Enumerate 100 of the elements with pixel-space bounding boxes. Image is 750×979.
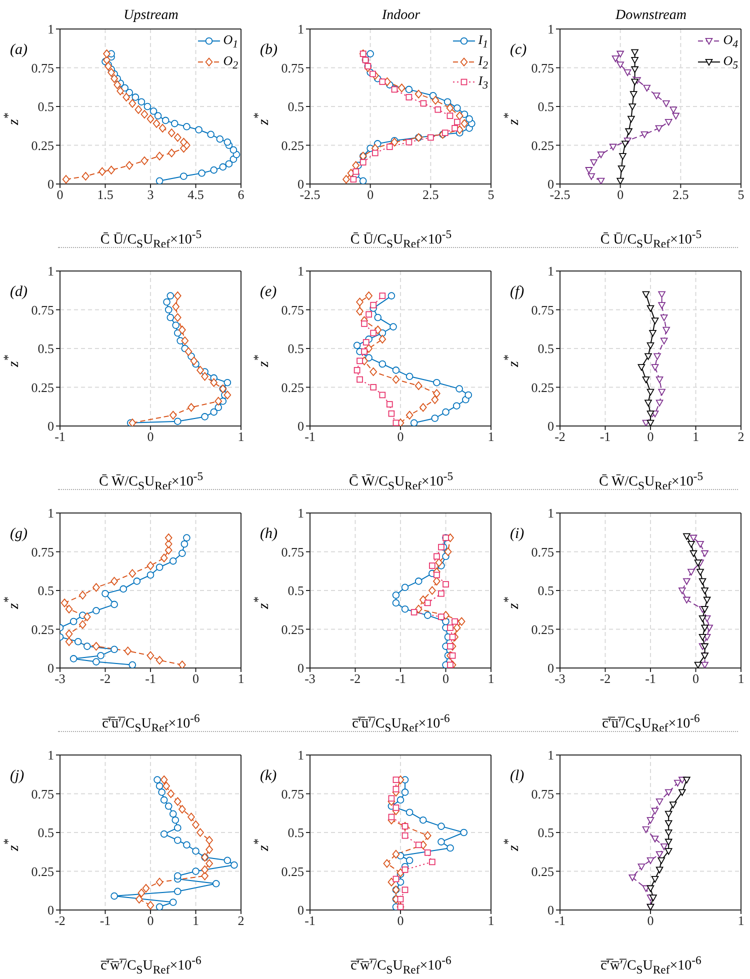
y-tick-label: 0.25 — [31, 380, 54, 395]
y-tick-label: 0.25 — [531, 138, 554, 153]
y-tick-label: 0 — [298, 660, 304, 676]
y-tick-label: 1 — [298, 748, 304, 763]
legend-label: I$_{2}$ — [478, 52, 488, 72]
x-tick-label: -1 — [145, 671, 156, 686]
x-tick-label: -2 — [100, 671, 111, 686]
chart-title: Upstream — [122, 8, 180, 24]
y-tick-label: 0.25 — [31, 622, 54, 637]
y-tick-label: 0.5 — [38, 341, 54, 356]
y-tick-label: 1 — [48, 506, 54, 521]
y-tick-label: 1 — [298, 22, 304, 37]
text: (h) — [260, 526, 278, 543]
text: (a) — [10, 42, 28, 59]
x-tick-label: -3 — [54, 671, 66, 686]
x-tick-label: 0 — [367, 187, 374, 202]
x-axis-title: c̅′̅w̅′̅/C$_{S}$U$_{Ref}$×10$^{-6}$ — [600, 954, 702, 976]
legend-label: I$_{1}$ — [478, 32, 488, 51]
legend-label: O$_{5}$ — [723, 52, 738, 72]
x-tick-label: -2 — [350, 671, 361, 686]
x-tick-label: 1 — [192, 913, 199, 928]
y-tick-label: 0.25 — [531, 864, 554, 879]
text: (e) — [260, 284, 277, 301]
y-tick-label: 0.75 — [531, 786, 554, 802]
x-tick-label: -1 — [554, 913, 566, 928]
y-tick-label: 1 — [548, 22, 554, 37]
y-tick-label: 0 — [298, 418, 304, 434]
x-tick-label: -1 — [395, 671, 406, 686]
y-tick-label: 1 — [298, 506, 304, 521]
x-tick-label: 4.5 — [188, 187, 204, 202]
legend-label: O$_{2}$ — [223, 52, 238, 72]
y-tick-label: 0.5 — [38, 825, 54, 840]
x-tick-label: 6 — [238, 187, 245, 202]
x-tick-label: 0 — [617, 187, 624, 202]
y-tick-label: 0.5 — [288, 583, 304, 598]
y-tick-label: 0.25 — [281, 622, 304, 637]
text: (j) — [10, 768, 24, 785]
x-tick-label: 0 — [647, 429, 654, 444]
text: (k) — [260, 768, 277, 785]
x-tick-label: -2 — [54, 913, 66, 928]
y-tick-label: 0.5 — [288, 99, 304, 114]
y-tick-label: 0.5 — [288, 341, 304, 356]
legend-label: O$_{1}$ — [223, 32, 238, 51]
text: (i) — [510, 526, 524, 543]
x-tick-label: -3 — [554, 671, 566, 686]
x-tick-label: 1 — [738, 671, 744, 686]
x-tick-label: 5 — [738, 187, 744, 202]
x-tick-label: 0 — [442, 671, 449, 686]
y-tick-label: 1 — [298, 264, 304, 279]
y-tick-label: 0.25 — [31, 138, 54, 153]
x-axis-title: c̅′̅w̅′̅/C$_{S}$U$_{Ref}$×10$^{-6}$ — [350, 954, 452, 976]
y-tick-label: 0.75 — [31, 786, 54, 802]
y-tick-label: 0 — [48, 418, 54, 434]
x-tick-label: 1 — [488, 671, 494, 686]
y-tick-label: 0.25 — [281, 138, 304, 153]
y-tick-label: 1 — [48, 748, 54, 763]
x-tick-label: -1 — [304, 429, 316, 444]
text: (b) — [260, 42, 278, 59]
x-tick-label: 0 — [692, 671, 699, 686]
x-tick-label: 5 — [488, 187, 494, 202]
y-tick-label: 1 — [48, 264, 54, 279]
y-tick-label: 0.75 — [281, 302, 304, 318]
y-tick-label: 0.25 — [531, 380, 554, 395]
y-tick-label: 0.75 — [31, 60, 54, 76]
y-tick-label: 0.25 — [281, 864, 304, 879]
y-tick-label: 0.75 — [531, 544, 554, 560]
x-tick-label: 1 — [488, 429, 494, 444]
y-tick-label: 0.5 — [38, 583, 54, 598]
x-tick-label: 3 — [147, 187, 154, 202]
y-tick-label: 1 — [48, 22, 54, 37]
x-tick-label: 2 — [238, 913, 244, 928]
y-tick-label: 0 — [48, 660, 54, 676]
x-tick-label: -1 — [600, 429, 611, 444]
y-tick-label: 0.25 — [281, 380, 304, 395]
y-tick-label: 0.5 — [38, 99, 54, 114]
x-tick-label: 1 — [692, 429, 699, 444]
x-tick-label: 2 — [738, 429, 744, 444]
y-tick-label: 0.75 — [281, 786, 304, 802]
y-tick-label: 0 — [298, 902, 304, 918]
x-tick-label: 2.5 — [672, 187, 689, 202]
y-tick-label: 0.5 — [538, 341, 554, 356]
x-tick-label: 1 — [738, 913, 744, 928]
y-tick-label: 0.75 — [531, 302, 554, 318]
x-tick-label: 0 — [397, 429, 404, 444]
y-tick-label: 0 — [548, 418, 554, 434]
y-tick-label: 0.75 — [281, 544, 304, 560]
y-tick-label: 0.25 — [531, 622, 554, 637]
x-tick-label: 0 — [397, 913, 404, 928]
x-tick-label: 1 — [238, 671, 244, 686]
x-tick-label: -1 — [54, 429, 66, 444]
y-tick-label: 0.25 — [31, 864, 54, 879]
y-tick-label: 0.75 — [531, 60, 554, 76]
y-tick-label: 0.5 — [538, 99, 554, 114]
y-tick-label: 0 — [548, 902, 554, 918]
y-tick-label: 0 — [48, 902, 54, 918]
chart-title: Indoor — [380, 8, 422, 24]
text: (c) — [510, 42, 527, 59]
x-tick-label: 0 — [647, 913, 654, 928]
y-tick-label: 0.75 — [31, 544, 54, 560]
y-tick-label: 0 — [548, 660, 554, 676]
